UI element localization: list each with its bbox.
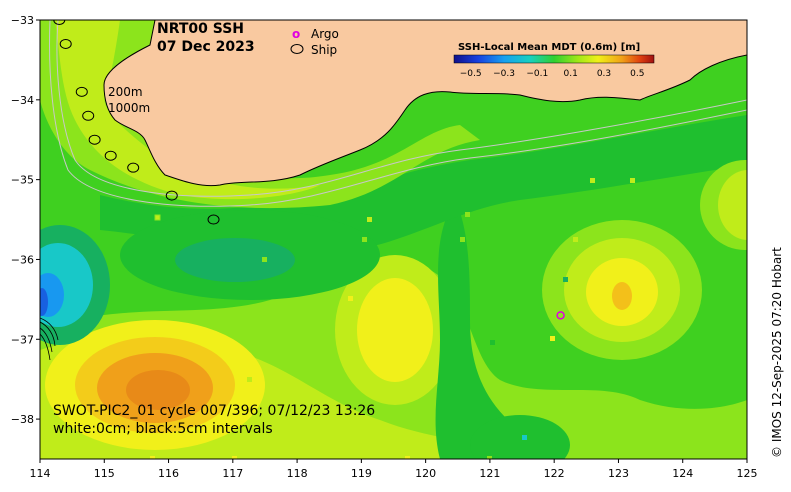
ship-position-marker bbox=[82, 110, 95, 121]
isobath-200m-label: 200m bbox=[108, 85, 143, 99]
swot-contour-label: white:0cm; black:5cm intervals bbox=[53, 421, 273, 437]
symbol-legend: o Argo Ship bbox=[290, 27, 339, 57]
x-tick-label: 115 bbox=[94, 467, 115, 480]
x-tick-label: 114 bbox=[30, 467, 51, 480]
x-tick-label: 121 bbox=[479, 467, 500, 480]
ssh-field bbox=[40, 20, 747, 459]
map-title: NRT00 SSH bbox=[157, 21, 244, 37]
cold-channel bbox=[435, 200, 560, 459]
colorbar-tick-label: 0.1 bbox=[564, 69, 578, 79]
isobath-1000m-label: 1000m bbox=[108, 101, 150, 115]
colorbar-scale bbox=[453, 54, 655, 64]
y-tick-label: −36 bbox=[11, 253, 34, 266]
y-tick-label: −37 bbox=[11, 333, 34, 346]
colorbar-tick-label: −0.1 bbox=[526, 69, 548, 79]
ship-track bbox=[53, 20, 220, 225]
ship-position-marker bbox=[88, 134, 101, 145]
x-tick-label: 118 bbox=[287, 467, 308, 480]
y-tick-label: −35 bbox=[11, 174, 34, 187]
colorbar-tick-label: 0.3 bbox=[597, 69, 611, 79]
ship-position-marker bbox=[53, 20, 66, 25]
ship-position-marker bbox=[127, 162, 140, 173]
ship-position-marker bbox=[207, 214, 220, 225]
argo-legend-label: Argo bbox=[311, 27, 339, 41]
ship-position-marker bbox=[104, 150, 117, 161]
isobath-lines bbox=[49, 20, 747, 207]
colorbar-tick-label: 0.5 bbox=[630, 69, 644, 79]
plot-frame bbox=[39, 19, 748, 460]
y-axis: −33 −34 −35 −36 −37 −38 bbox=[11, 14, 40, 426]
x-tick-label: 117 bbox=[222, 467, 243, 480]
map-date: 07 Dec 2023 bbox=[157, 39, 255, 55]
ship-position-marker bbox=[75, 86, 88, 97]
x-tick-label: 124 bbox=[672, 467, 693, 480]
ship-legend-icon bbox=[290, 44, 304, 54]
credit-label: © IMOS 12-Sep-2025 07:20 Hobart bbox=[770, 247, 784, 458]
colorbar-title: SSH-Local Mean MDT (0.6m) [m] bbox=[458, 42, 640, 53]
y-tick-label: −34 bbox=[11, 94, 34, 107]
ship-position-marker bbox=[59, 38, 72, 49]
contour-lines bbox=[40, 317, 59, 361]
colorbar-ticks: −0.5 −0.3 −0.1 0.1 0.3 0.5 bbox=[460, 69, 645, 79]
x-tick-label: 125 bbox=[737, 467, 758, 480]
x-tick-label: 120 bbox=[415, 467, 436, 480]
x-tick-label: 116 bbox=[158, 467, 179, 480]
y-tick-label: −33 bbox=[11, 14, 34, 27]
colorbar-tick-label: −0.3 bbox=[493, 69, 515, 79]
x-tick-label: 123 bbox=[608, 467, 629, 480]
ship-legend-label: Ship bbox=[311, 43, 337, 57]
y-tick-label: −38 bbox=[11, 413, 34, 426]
colorbar-tick-label: −0.5 bbox=[460, 69, 482, 79]
argo-legend-symbol: o bbox=[292, 27, 300, 41]
x-axis: 114 115 116 117 118 119 120 121 122 123 124 125 bbox=[30, 459, 758, 480]
swot-points bbox=[150, 178, 635, 459]
argo-float-marker bbox=[556, 311, 565, 320]
x-tick-label: 122 bbox=[544, 467, 565, 480]
colorbar: SSH-Local Mean MDT (0.6m) [m] −0.5 −0.3 −0… bbox=[453, 42, 655, 79]
ship-position-marker bbox=[165, 190, 178, 201]
x-tick-label: 119 bbox=[351, 467, 372, 480]
swot-cycle-label: SWOT-PIC2_01 cycle 007/396; 07/12/23 13:… bbox=[53, 403, 375, 419]
